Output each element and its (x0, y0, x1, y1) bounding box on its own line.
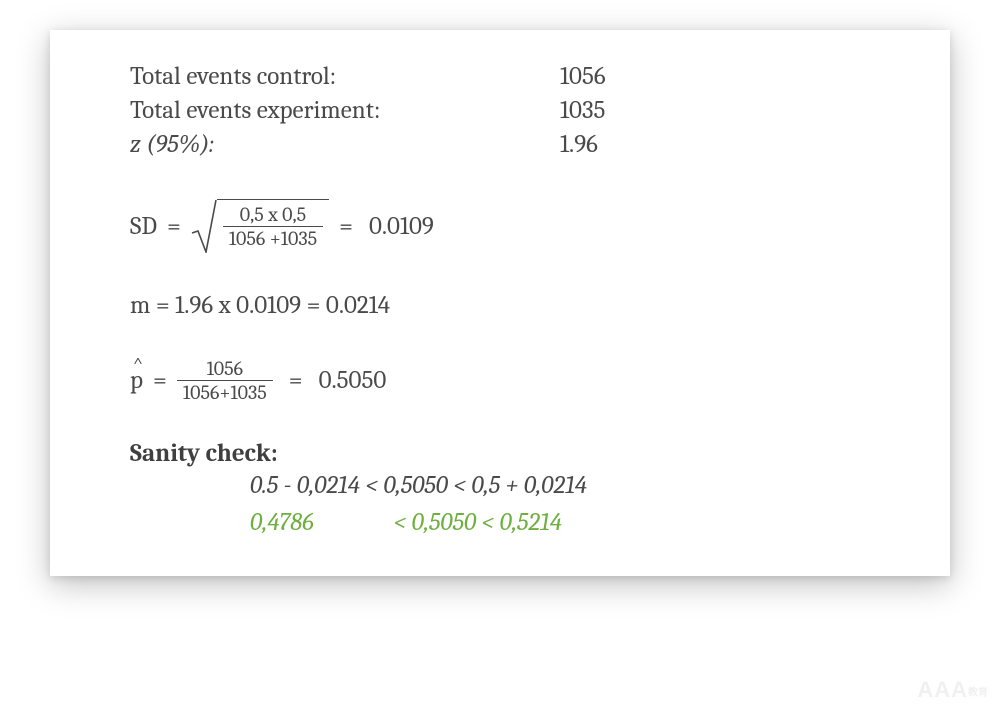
info-row: Total events control: 1056 (130, 60, 895, 94)
info-row: z (95%): 1.96 (130, 128, 895, 162)
info-value: 1.96 (560, 128, 598, 162)
info-label: Total events control: (130, 60, 560, 94)
sd-denominator: 1056 +1035 (223, 226, 323, 249)
phat-fraction: 1056 1056+1035 (177, 358, 273, 403)
sanity-line2-right: < 0,5050 < 0,5214 (394, 508, 562, 537)
equals-sign: = (153, 366, 167, 395)
sd-result: 0.0109 (369, 212, 434, 241)
sd-fraction: 0,5 x 0,5 1056 +1035 (223, 204, 323, 249)
info-row: Total events experiment: 1035 (130, 94, 895, 128)
info-label: Total events experiment: (130, 94, 560, 128)
equals-sign: = (167, 212, 181, 241)
watermark-sub: 教育 (968, 688, 988, 699)
radicand: 0,5 x 0,5 1056 +1035 (217, 199, 329, 253)
m-equation: m = 1.96 x 0.0109 = 0.0214 (130, 291, 895, 320)
equals-sign: = (289, 366, 303, 395)
sanity-line-2: 0,4786 < 0,5050 < 0,5214 (250, 505, 895, 541)
watermark-main: AAA (917, 677, 968, 702)
page: Total events control: 1056 Total events … (0, 0, 1000, 709)
phat-denominator: 1056+1035 (177, 380, 273, 403)
sanity-check-title: Sanity check: (130, 439, 895, 468)
phat-label: p (130, 366, 143, 395)
phat-equation: p = 1056 1056+1035 = 0.5050 (130, 358, 895, 403)
content-card: Total events control: 1056 Total events … (50, 30, 950, 576)
radical-icon (191, 199, 217, 253)
sanity-line2-left: 0,4786 (250, 508, 314, 537)
info-label: z (95%): (130, 128, 560, 162)
sd-equation: SD = 0,5 x 0,5 1056 +1035 = 0.0109 (130, 199, 895, 253)
sanity-check-lines: 0.5 - 0,0214 < 0,5050 < 0,5 + 0,0214 0,4… (250, 468, 895, 541)
sd-label: SD (130, 212, 157, 241)
sanity-line-1: 0.5 - 0,0214 < 0,5050 < 0,5 + 0,0214 (250, 468, 895, 504)
equals-sign: = (339, 212, 353, 241)
phat-result: 0.5050 (319, 366, 387, 395)
watermark: AAA教育 (917, 677, 988, 703)
info-value: 1056 (560, 60, 606, 94)
sd-numerator: 0,5 x 0,5 (234, 204, 312, 226)
info-value: 1035 (560, 94, 605, 128)
phat-numerator: 1056 (201, 358, 249, 380)
sqrt-symbol: 0,5 x 0,5 1056 +1035 (191, 199, 329, 253)
